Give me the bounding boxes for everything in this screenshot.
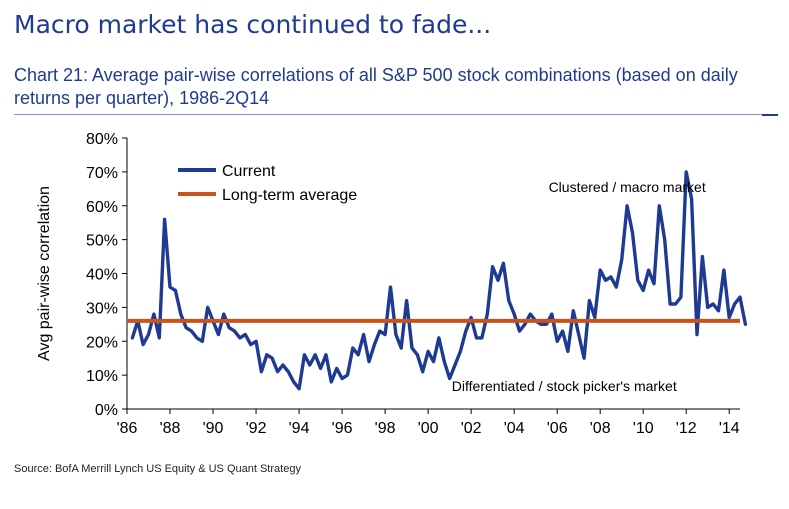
x-tick-label: '94 <box>289 420 310 437</box>
x-tick-label: '06 <box>547 420 568 437</box>
legend-label-long-term-average: Long-term average <box>222 187 357 204</box>
chart-axes: 0% 10% 20% 30% 40% 50% 60% 70% 80% '86 '88 '90 '92 '9… <box>36 131 740 437</box>
x-tick-label: '96 <box>332 420 353 437</box>
y-tick-label: 20% <box>86 334 118 351</box>
x-tick-label: '92 <box>246 420 267 437</box>
y-tick-label: 40% <box>86 267 118 284</box>
header-rule <box>14 114 778 115</box>
x-tick-label: '00 <box>418 420 439 437</box>
y-tick-label: 10% <box>86 368 118 385</box>
x-tick-label: '10 <box>633 420 654 437</box>
y-tick-label: 0% <box>95 402 118 419</box>
x-tick-label: '90 <box>203 420 224 437</box>
y-tick-label: 50% <box>86 233 118 250</box>
source-note: Source: BofA Merrill Lynch US Equity & U… <box>14 463 301 475</box>
correlation-chart: 0% 10% 20% 30% 40% 50% 60% 70% 80% '86 '88 '90 '92 '9… <box>36 131 748 437</box>
x-tick-label: '14 <box>719 420 740 437</box>
x-tick-label: '12 <box>676 420 697 437</box>
chart-legend: Current Long-term average <box>178 163 357 204</box>
y-axis-title: Avg pair-wise correlation <box>36 186 53 361</box>
header-rule-accent <box>762 114 778 116</box>
chart-annotations: Clustered / macro market Differentiated /… <box>452 179 706 394</box>
chart-annotation: Clustered / macro market <box>549 179 706 195</box>
y-tick-label: 30% <box>86 300 118 317</box>
y-tick-label: 60% <box>86 199 118 216</box>
chart-subtitle: Chart 21: Average pair-wise correlations… <box>14 65 738 108</box>
x-tick-label: '02 <box>461 420 482 437</box>
x-tick-label: '88 <box>160 420 181 437</box>
x-tick-label: '98 <box>375 420 396 437</box>
y-tick-label: 70% <box>86 165 118 182</box>
legend-label-current: Current <box>222 163 276 180</box>
x-tick-label: '08 <box>590 420 611 437</box>
x-tick-label: '86 <box>117 420 138 437</box>
series-layer <box>127 170 748 391</box>
chart-annotation: Differentiated / stock picker's market <box>452 378 677 394</box>
x-tick-label: '04 <box>504 420 525 437</box>
headline: Macro market has continued to fade... <box>14 10 492 39</box>
y-tick-label: 80% <box>86 131 118 148</box>
series-current-line <box>130 170 748 391</box>
